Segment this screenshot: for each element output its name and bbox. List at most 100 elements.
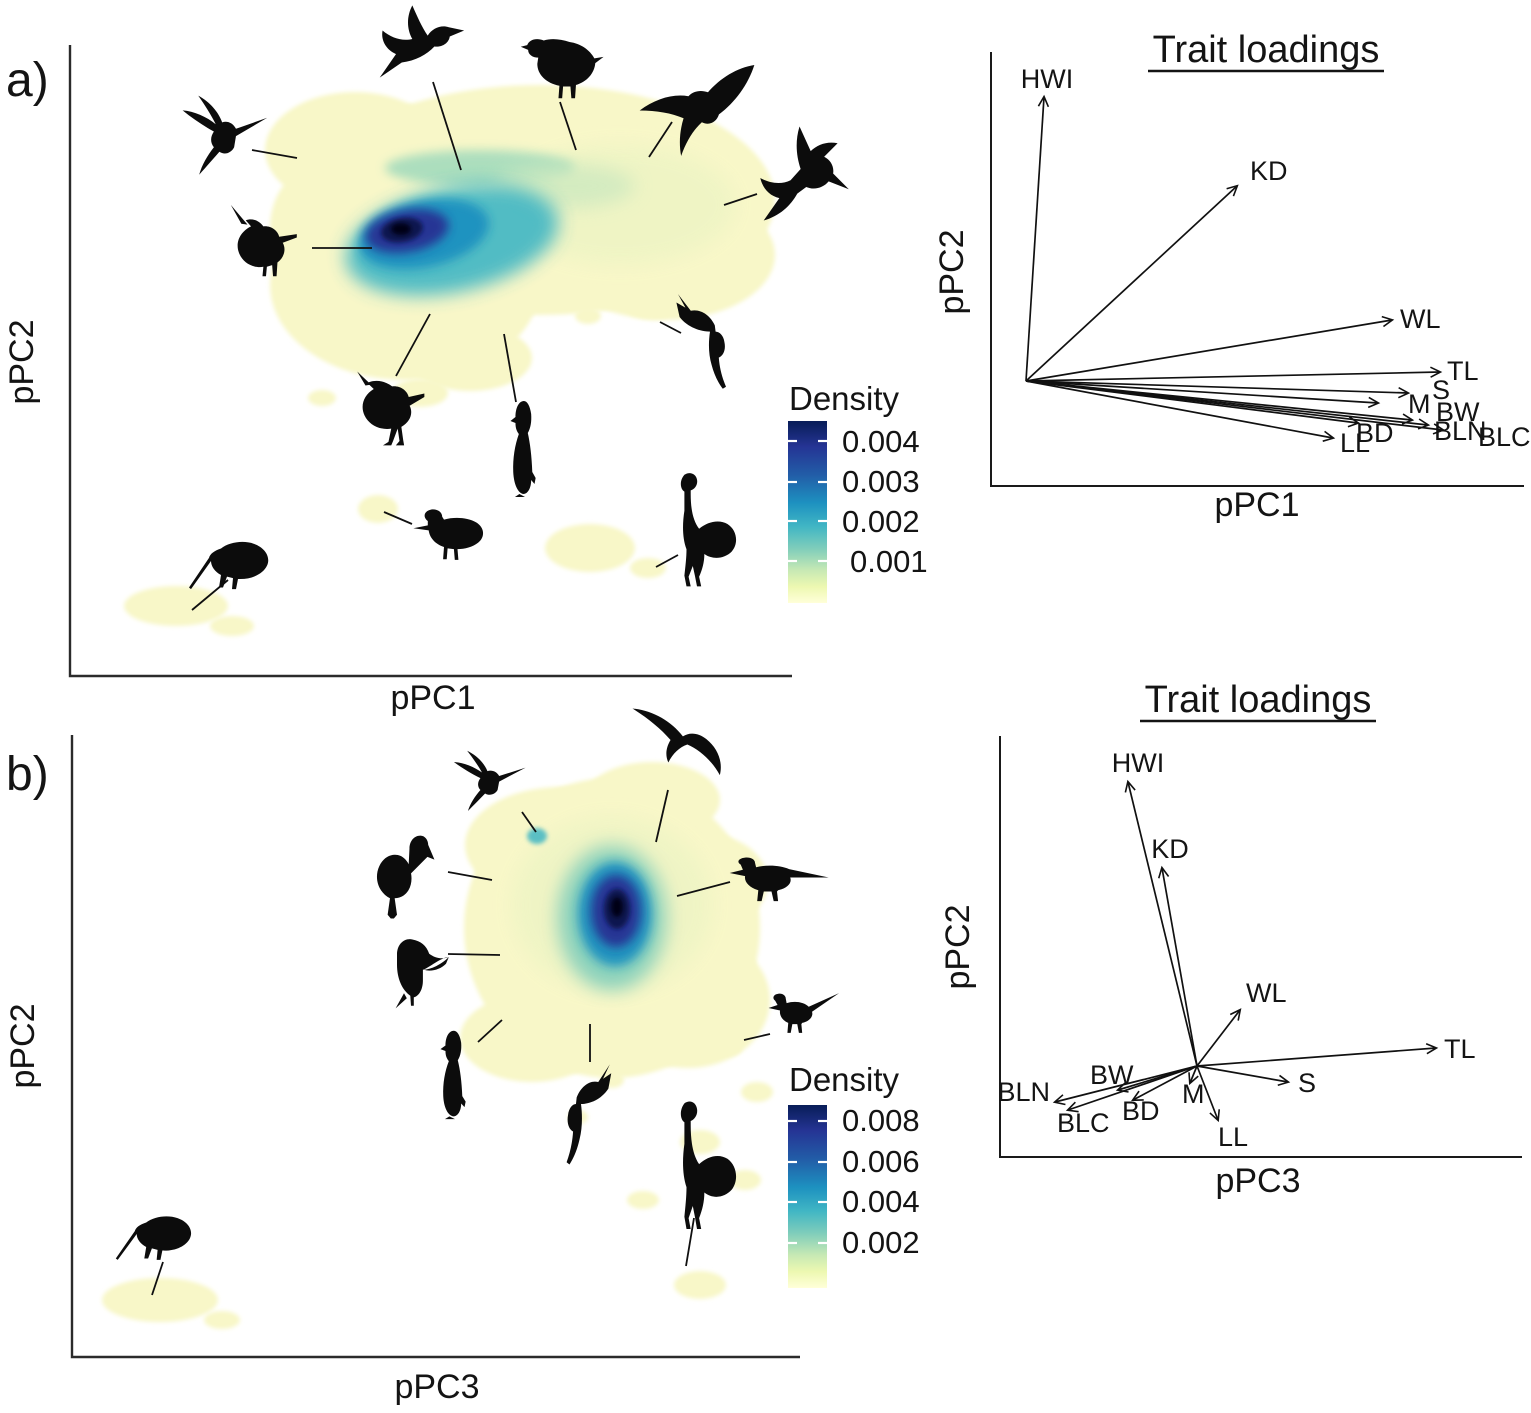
trait-label-KD: KD — [1151, 834, 1189, 864]
b-legend-tick-1: 0.008 — [842, 1103, 920, 1138]
b-legend-tick-3: 0.004 — [842, 1184, 920, 1219]
density-blob — [102, 1278, 218, 1322]
pointer-line-swift — [655, 789, 669, 843]
pointer-line-kiwi — [151, 1261, 164, 1296]
pointer-line-ostrich — [655, 554, 679, 568]
density-blob — [204, 1311, 240, 1329]
loading-arrow-S — [1196, 1065, 1291, 1087]
trait-label-WL: WL — [1246, 978, 1287, 1008]
pointer-line-hummingbird — [521, 811, 537, 833]
density-blob — [527, 828, 547, 844]
loading-arrow-TL — [1196, 1042, 1439, 1067]
b-legend-colorbar — [788, 1105, 827, 1288]
panel-b-label: b) — [6, 748, 49, 801]
b_density-legend-ticks — [788, 1119, 827, 1245]
density-blob — [408, 325, 532, 391]
density-blob — [358, 495, 398, 523]
a-legend-tick-1: 0.004 — [842, 424, 920, 459]
pointer-line-gull — [559, 101, 577, 151]
density-blob — [391, 223, 411, 235]
a-loadings-xlabel: pPC1 — [1214, 486, 1299, 524]
loading-arrow-M — [1025, 380, 1381, 409]
trait-label-M: M — [1182, 1079, 1205, 1109]
trait-label-BLC: BLC — [1057, 1108, 1110, 1138]
bird-hummingbird-silhouette — [453, 750, 526, 811]
trait-label-LL: LL — [1340, 428, 1370, 458]
b-legend-title: Density — [789, 1061, 900, 1098]
density-blob — [210, 616, 254, 636]
a-legend-tick-2: 0.003 — [842, 464, 920, 499]
density-blob — [575, 308, 601, 324]
pointer-line-duck — [383, 511, 413, 525]
density-blob — [627, 1191, 659, 1209]
loading-arrow-M — [1188, 1065, 1199, 1086]
density-blob — [741, 1082, 773, 1102]
density-blob — [630, 558, 666, 578]
bird-duck-silhouette — [413, 509, 484, 560]
b-density-xlabel: pPC3 — [394, 1368, 479, 1406]
bird-pelican-silhouette — [376, 835, 435, 919]
bird-hummingbird-silhouette — [182, 95, 268, 175]
a-loadings-axes — [990, 52, 1524, 487]
a_density-legend-ticks — [788, 439, 827, 563]
trait-label-HWI: HWI — [1021, 64, 1073, 94]
a-density-axes — [68, 45, 792, 678]
loading-arrow-HWI — [1124, 779, 1198, 1067]
pointer-line-roadrunner — [743, 1033, 771, 1041]
b-density-axes — [70, 735, 800, 1359]
a-legend-tick-3: 0.002 — [842, 504, 920, 539]
bird-rail-silhouette — [357, 371, 425, 446]
density-blob — [270, 170, 354, 286]
b-density-ylabel: pPC2 — [4, 1003, 42, 1088]
density-blob — [611, 897, 623, 917]
loading-arrow-BD — [1130, 1065, 1198, 1102]
pointer-line-magpie — [723, 193, 758, 206]
trait-label-BW: BW — [1090, 1060, 1134, 1090]
trait-label-KD: KD — [1250, 156, 1288, 186]
density-blob — [124, 586, 228, 626]
b_density-pointers — [151, 789, 771, 1296]
trait-label-M: M — [1408, 389, 1431, 419]
loading-arrow-HWI — [1025, 94, 1050, 382]
density-blob — [729, 1170, 761, 1190]
density-blob — [714, 1040, 742, 1056]
a_density-blobs — [124, 85, 775, 636]
a-density-xlabel: pPC1 — [390, 679, 475, 717]
bird-toucan-silhouette — [395, 939, 449, 1009]
loading-arrow-BLN — [1052, 1065, 1198, 1106]
bird-kiwi-silhouette — [115, 1216, 192, 1260]
b-loadings-ylabel: pPC2 — [939, 904, 977, 989]
loading-arrow-KD — [1157, 865, 1198, 1067]
a-loadings-ylabel: pPC2 — [933, 229, 971, 314]
trait-label-BD: BD — [1122, 1096, 1160, 1126]
pointer-line-dove — [432, 81, 462, 171]
loading-arrow-BLC — [1025, 380, 1446, 435]
density-blob — [308, 390, 336, 406]
pointer-line-toucan — [447, 953, 501, 956]
bird-pheasant-silhouette — [729, 857, 829, 902]
bird-hornbill-silhouette — [566, 1064, 612, 1165]
a-density-ylabel: pPC2 — [3, 319, 41, 404]
pointer-line-hummingbird — [251, 149, 298, 159]
trait-label-BW: BW — [1436, 397, 1480, 427]
loading-arrow-S — [1025, 380, 1411, 399]
pointer-line-rail — [395, 313, 431, 377]
trait-label-LL: LL — [1218, 1122, 1248, 1152]
bird-hornbill-silhouette — [676, 294, 726, 389]
loading-arrow-BLC — [1065, 1065, 1198, 1113]
a_density-birds — [182, 5, 849, 590]
loading-arrow-LL — [1025, 380, 1336, 442]
pointer-line-hornbill — [659, 321, 682, 334]
b-legend-tick-2: 0.006 — [842, 1144, 920, 1179]
loading-arrow-WL — [1025, 315, 1395, 382]
b-loadings-axes — [999, 736, 1522, 1158]
pointer-line-albatross — [648, 121, 673, 158]
panel-a-label: a) — [6, 54, 49, 107]
density-blob — [460, 994, 604, 1082]
loading-arrow-TL — [1025, 366, 1443, 382]
b_density-blobs — [102, 762, 773, 1329]
bird-wren-silhouette — [230, 204, 297, 277]
